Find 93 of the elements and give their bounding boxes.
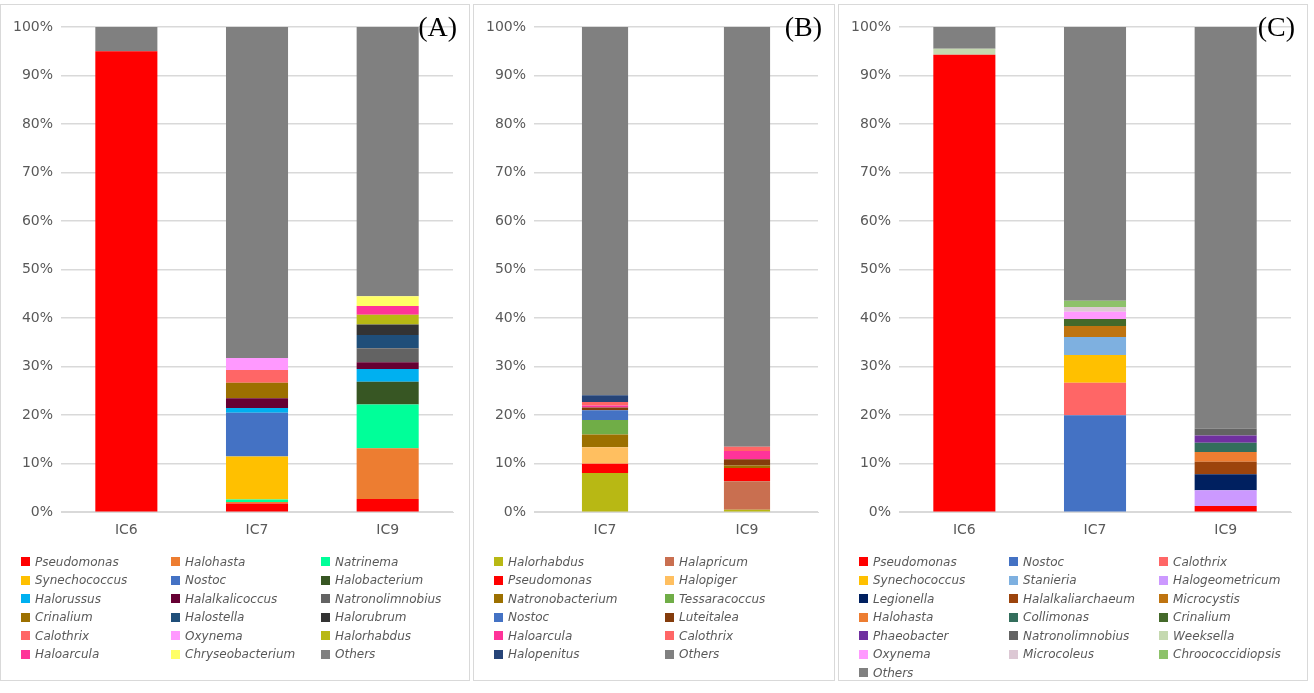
legend-label: Nostoc — [508, 610, 550, 625]
legend-label: Calothrix — [1173, 554, 1228, 569]
legend-label: Oxynema — [185, 628, 243, 643]
y-tick-label: 40% — [21, 308, 54, 325]
legend-label: Halostella — [185, 610, 245, 625]
legend-label: Halohasta — [185, 554, 246, 569]
y-tick-label: 30% — [859, 357, 892, 374]
x-tick-label: IC7 — [1083, 521, 1107, 538]
y-tick-label: 90% — [859, 66, 892, 83]
legend-label: Halorubrum — [335, 610, 407, 625]
legend-label: Pseudomonas — [508, 573, 592, 588]
y-tick-label: 60% — [494, 211, 527, 228]
x-tick-label: IC6 — [952, 521, 976, 538]
y-tick-label: 0% — [30, 502, 54, 519]
legend-label: Chryseobacterium — [185, 647, 296, 662]
legend-label: Crinalium — [1173, 610, 1231, 625]
y-tick-label: 20% — [21, 405, 54, 422]
legend-label: Pseudomonas — [873, 554, 957, 569]
legend-label: Halalkaliarchaeum — [1023, 591, 1135, 606]
y-tick-label: 0% — [503, 502, 527, 519]
y-tick-label: 70% — [859, 163, 892, 180]
y-tick-label: 90% — [494, 66, 527, 83]
y-tick-label: 40% — [859, 308, 892, 325]
y-tick-label: 20% — [859, 405, 892, 422]
legend-label: Others — [335, 647, 376, 662]
legend-label: Nostoc — [185, 573, 227, 588]
y-tick-label: 30% — [494, 357, 527, 374]
y-tick-label: 10% — [21, 454, 54, 471]
legend-label: Others — [873, 665, 914, 680]
legend-label: Halorhabdus — [335, 628, 412, 643]
y-tick-label: 80% — [494, 114, 527, 131]
legend-label: Natronolimnobius — [335, 591, 442, 606]
x-tick-label: IC9 — [376, 521, 400, 538]
legend-label: Halogeometricum — [1173, 573, 1281, 588]
y-tick-label: 10% — [494, 454, 527, 471]
y-tick-label: 70% — [21, 163, 54, 180]
y-tick-label: 50% — [494, 260, 527, 277]
chart-title: (C) — [1257, 11, 1295, 43]
legend-label: Halorhabdus — [508, 554, 585, 569]
legend-label: Synechococcus — [35, 573, 128, 588]
y-tick-label: 100% — [850, 17, 892, 34]
x-tick-label: IC7 — [245, 521, 269, 538]
legend-label: Pseudomonas — [35, 554, 119, 569]
legend-label: Oxynema — [873, 647, 931, 662]
y-tick-label: 80% — [21, 114, 54, 131]
y-tick-label: 90% — [21, 66, 54, 83]
legend-label: Halorussus — [35, 591, 101, 606]
x-tick-label: IC9 — [735, 521, 759, 538]
legend-label: Natrinema — [335, 554, 399, 569]
legend-label: Crinalium — [35, 610, 93, 625]
legend-label: Nostoc — [1023, 554, 1065, 569]
legend-label: Chroococcidiopsis — [1173, 647, 1281, 662]
y-tick-label: 80% — [859, 114, 892, 131]
legend-label: Others — [679, 647, 720, 662]
x-tick-label: IC7 — [593, 521, 617, 538]
legend-label: Halohasta — [873, 610, 934, 625]
legend-label: Halobacterium — [335, 573, 424, 588]
chart-title: (B) — [784, 11, 822, 43]
legend-label: Haloarcula — [508, 628, 573, 643]
y-tick-label: 20% — [494, 405, 527, 422]
y-tick-label: 60% — [859, 211, 892, 228]
y-tick-label: 40% — [494, 308, 527, 325]
legend-label: Calothrix — [679, 628, 734, 643]
legend-label: Stanieria — [1023, 573, 1077, 588]
y-tick-label: 50% — [859, 260, 892, 277]
chart-title: (A) — [418, 11, 457, 43]
x-tick-label: IC6 — [114, 521, 138, 538]
legend-label: Phaeobacter — [873, 628, 949, 643]
x-tick-label: IC9 — [1214, 521, 1238, 538]
y-tick-label: 0% — [868, 502, 892, 519]
y-tick-label: 70% — [494, 163, 527, 180]
legend-label: Tessaracoccus — [679, 591, 766, 606]
legend-label: Collimonas — [1023, 610, 1089, 625]
legend-label: Haloarcula — [35, 647, 100, 662]
legend-label: Legionella — [873, 591, 935, 606]
legend-label: Natronobacterium — [508, 591, 618, 606]
legend-label: Halalkalicoccus — [185, 591, 278, 606]
y-tick-label: 100% — [485, 17, 527, 34]
legend-label: Weeksella — [1173, 628, 1235, 643]
legend-label: Halopiger — [679, 573, 737, 588]
legend-label: Synechococcus — [873, 573, 966, 588]
legend-label: Luteitalea — [679, 610, 739, 625]
legend-label: Halopenitus — [508, 647, 580, 662]
y-tick-label: 10% — [859, 454, 892, 471]
legend-label: Calothrix — [35, 628, 90, 643]
legend-label: Natronolimnobius — [1023, 628, 1130, 643]
y-tick-label: 30% — [21, 357, 54, 374]
legend-label: Microcystis — [1173, 591, 1240, 606]
legend-label: Halapricum — [679, 554, 748, 569]
y-tick-label: 60% — [21, 211, 54, 228]
y-tick-label: 100% — [12, 17, 54, 34]
y-tick-label: 50% — [21, 260, 54, 277]
legend-label: Microcoleus — [1023, 647, 1095, 662]
